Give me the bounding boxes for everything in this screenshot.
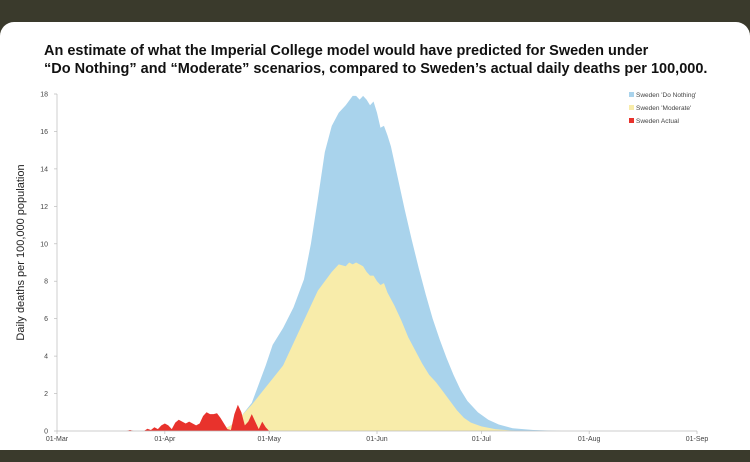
y-tick-label: 0 [44,429,48,436]
y-tick-label: 2 [44,391,48,398]
x-tick-label: 01-May [258,436,282,443]
y-tick-label: 4 [44,354,48,361]
y-tick-label: 8 [44,279,48,286]
chart-title-line-2: “Do Nothing” and “Moderate” scenarios, c… [44,61,708,77]
x-tick-label: 01-Sep [686,436,709,443]
chart-title-line-1: An estimate of what the Imperial College… [44,43,649,59]
legend-label: Sweden Actual [636,118,680,125]
y-tick-label: 10 [40,241,48,248]
series-area-3 [126,404,270,431]
window-frame-bottom [0,450,750,462]
area-chart: 0 2 4 6 8 10 12 14 16 18 01-Mar 01-Apr 01-May 01-Jun… [15,92,708,444]
legend-label: Sweden 'Moderate' [636,105,691,112]
legend-swatch [629,92,634,97]
x-tick-label: 01-Aug [578,436,601,443]
y-tick-label: 18 [40,92,48,99]
legend-swatch [629,118,634,123]
y-tick-label: 16 [40,129,48,136]
x-tick-label: 01-Jul [472,436,492,443]
y-axis-ticks: 0 2 4 6 8 10 12 14 16 18 [40,92,57,436]
x-tick-label: 01-Jun [366,436,388,443]
legend-label: Sweden 'Do Nothing' [636,92,696,99]
y-axis-label: Daily deaths per 100,000 population [15,164,27,340]
chart-panel: An estimate of what the Imperial College… [0,22,750,450]
legend: Sweden 'Do Nothing' Sweden 'Moderate' Swed… [629,92,696,125]
legend-swatch [629,105,634,110]
x-axis-ticks: 01-Mar 01-Apr 01-May 01-Jun 01-Jul 01-Aug 01-S… [46,431,708,443]
y-tick-label: 14 [40,166,48,173]
x-tick-label: 01-Apr [154,436,176,443]
y-tick-label: 12 [40,204,48,211]
window-frame-top [0,0,750,22]
series-areas [126,95,562,432]
y-tick-label: 6 [44,316,48,323]
x-tick-label: 01-Mar [46,436,69,443]
chart-title: An estimate of what the Imperial College… [44,42,724,78]
series-area-2 [220,262,517,431]
